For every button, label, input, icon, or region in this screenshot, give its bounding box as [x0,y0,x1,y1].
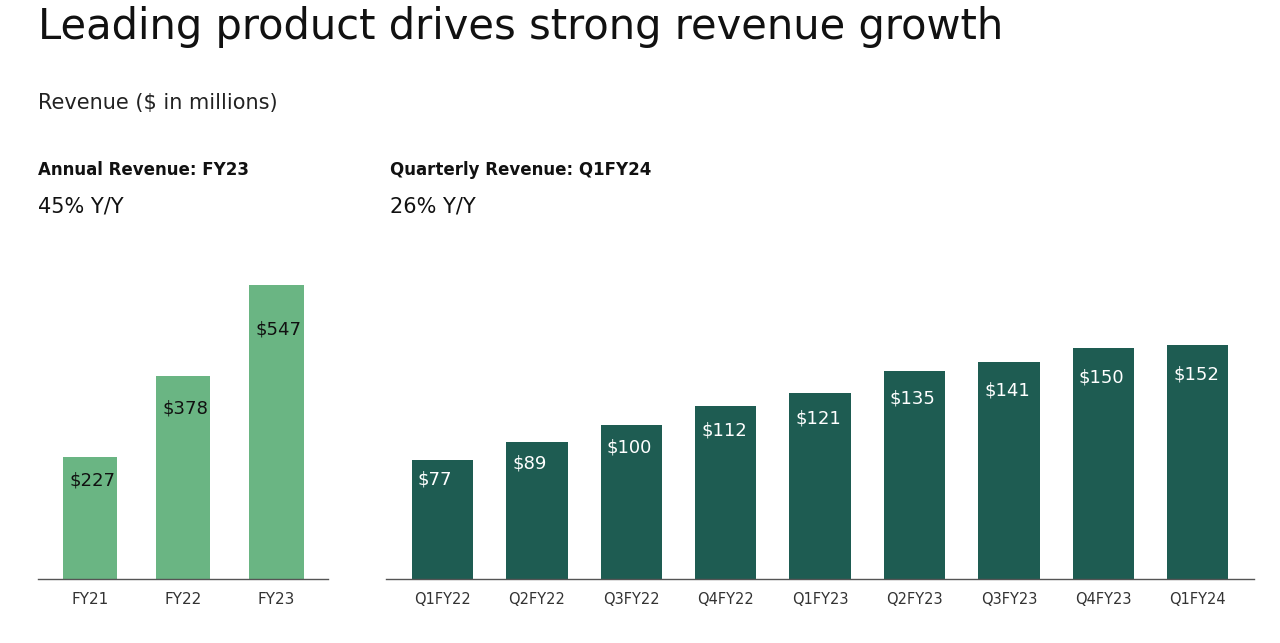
Text: $77: $77 [419,471,452,489]
Text: Annual Revenue: FY23: Annual Revenue: FY23 [38,161,250,179]
Bar [790,393,851,579]
Text: $227: $227 [69,471,115,489]
Bar [412,460,474,579]
Bar [695,406,756,579]
Bar [884,371,945,579]
Bar [600,425,662,579]
Bar [978,362,1039,579]
Text: $152: $152 [1174,366,1219,384]
Text: Leading product drives strong revenue growth: Leading product drives strong revenue gr… [38,6,1004,48]
Text: $121: $121 [796,410,841,428]
Text: $141: $141 [984,381,1030,399]
Bar [250,285,303,579]
Bar [1073,348,1134,579]
Bar [506,442,567,579]
Text: $150: $150 [1079,368,1124,386]
Text: $135: $135 [890,390,936,408]
Bar [156,376,210,579]
Text: $100: $100 [607,439,652,457]
Text: $112: $112 [701,422,748,440]
Text: Revenue ($ in millions): Revenue ($ in millions) [38,93,278,113]
Bar [63,457,116,579]
Text: $89: $89 [512,454,547,472]
Text: $547: $547 [256,320,302,338]
Bar [1167,345,1229,579]
Text: 26% Y/Y: 26% Y/Y [390,196,476,216]
Text: $378: $378 [163,400,209,418]
Text: 45% Y/Y: 45% Y/Y [38,196,124,216]
Text: Quarterly Revenue: Q1FY24: Quarterly Revenue: Q1FY24 [390,161,652,179]
